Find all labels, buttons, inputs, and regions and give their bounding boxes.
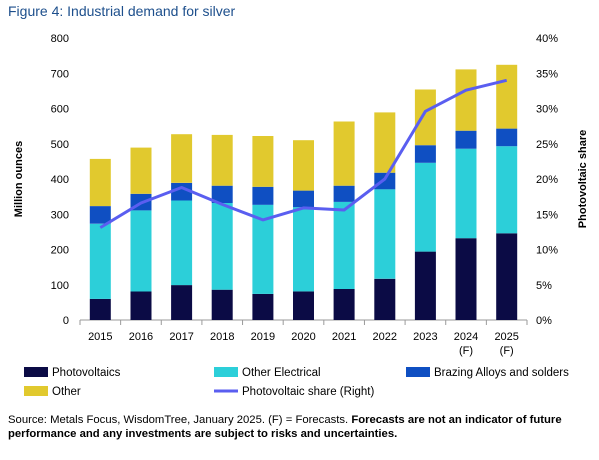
y2-tick-label: 25% <box>536 139 558 151</box>
bar-other-electrical <box>333 201 355 289</box>
legend-swatch <box>406 367 430 377</box>
y-tick-label: 200 <box>51 245 69 257</box>
x-tick-label: 2020 <box>291 331 315 343</box>
bar-other-electrical <box>130 210 152 292</box>
bar-photovoltaics <box>374 278 396 320</box>
bar-other <box>252 136 274 187</box>
bar-brazing-alloys-and-solders <box>89 206 111 224</box>
line-photovoltaic-share <box>99 78 508 229</box>
x-tick-label: 2019 <box>251 331 275 343</box>
y-tick-label: 600 <box>51 104 69 116</box>
y-axis-title: Million ounces <box>13 141 25 217</box>
x-tick-label: 2022 <box>373 331 397 343</box>
bar-brazing-alloys-and-solders <box>414 145 436 163</box>
bar-other <box>455 69 477 131</box>
chart: 0 100 200 300 400 500 600 700 800 0% 5% 10% 15% 20% 25… <box>13 33 589 398</box>
bar-photovoltaics <box>414 251 436 320</box>
bar-other-electrical <box>171 200 193 286</box>
bar-photovoltaics <box>496 233 518 320</box>
bar-brazing-alloys-and-solders <box>374 172 396 190</box>
bar-other-electrical <box>211 203 233 290</box>
legend-entry: Other <box>52 386 81 398</box>
bar-other-electrical <box>293 207 314 292</box>
legend-entry: Other Electrical <box>242 367 321 379</box>
x-tick-label: 2024 <box>454 331 478 343</box>
bar-photovoltaics <box>293 291 314 320</box>
bar-photovoltaics <box>171 285 193 320</box>
bar-other <box>211 134 233 186</box>
bar-brazing-alloys-and-solders <box>293 190 314 208</box>
y2-tick-label: 20% <box>536 174 558 186</box>
bar-other <box>374 112 396 173</box>
source-disclaimer: Forecasts are not an indicator of future… <box>8 414 562 440</box>
legend-entry: Brazing Alloys and solders <box>434 367 569 379</box>
bar-photovoltaics <box>89 298 111 320</box>
bar-photovoltaics <box>455 238 477 320</box>
y2-tick-label: 35% <box>536 68 558 80</box>
x-tick-label: 2021 <box>332 331 356 343</box>
bar-other <box>171 134 193 183</box>
bar-other <box>130 147 152 194</box>
bar-brazing-alloys-and-solders <box>252 186 274 205</box>
x-tick-label: 2015 <box>88 331 112 343</box>
y-tick-label: 300 <box>51 209 69 221</box>
legend-entry: Photovoltaics <box>52 367 121 379</box>
bar-other <box>333 121 355 186</box>
y-tick-label: 500 <box>51 139 69 151</box>
x-tick-sublabel: (F) <box>500 345 514 357</box>
y2-tick-label: 40% <box>536 33 558 45</box>
x-tick-label: 2018 <box>210 331 234 343</box>
legend-swatch <box>24 367 48 377</box>
y-tick-label: 400 <box>51 174 69 186</box>
bar-brazing-alloys-and-solders <box>496 128 518 147</box>
bar-photovoltaics <box>333 289 355 320</box>
bar-other-electrical <box>89 223 111 299</box>
y2-tick-label: 15% <box>536 209 558 221</box>
bar-other-electrical <box>374 189 396 279</box>
legend-swatch <box>24 386 48 396</box>
x-tick-label: 2017 <box>169 331 193 343</box>
bar-other <box>293 140 314 191</box>
bar-brazing-alloys-and-solders <box>455 130 477 149</box>
bar-other-electrical <box>414 162 436 252</box>
y2-tick-label: 0% <box>536 315 552 327</box>
y2-axis-title: Photovoltaic share <box>577 130 589 228</box>
bar-other <box>89 158 111 207</box>
bar-other-electrical <box>252 204 274 294</box>
bar-other-electrical <box>455 148 477 239</box>
bar-other <box>414 89 436 146</box>
bar-photovoltaics <box>130 291 152 320</box>
bar-other <box>496 64 518 129</box>
y2-tick-label: 30% <box>536 104 558 116</box>
bar-other-electrical <box>496 146 518 234</box>
bar-brazing-alloys-and-solders <box>211 185 233 203</box>
legend-swatch <box>214 367 238 377</box>
x-tick-label: 2016 <box>129 331 153 343</box>
bar-brazing-alloys-and-solders <box>333 185 355 202</box>
y-tick-label: 800 <box>51 33 69 45</box>
y-tick-label: 0 <box>63 315 69 327</box>
source-text: Source: Metals Focus, WisdomTree, Januar… <box>8 414 349 426</box>
x-tick-label: 2025 <box>494 331 518 343</box>
y2-tick-label: 5% <box>536 280 552 292</box>
figure-title: Figure 4: Industrial demand for silver <box>8 3 236 19</box>
source-note: Source: Metals Focus, WisdomTree, Januar… <box>8 413 593 441</box>
x-tick-label: 2023 <box>413 331 437 343</box>
x-tick-sublabel: (F) <box>459 345 473 357</box>
bar-photovoltaics <box>252 293 274 320</box>
legend-entry: Photovoltaic share (Right) <box>242 386 374 398</box>
y2-tick-label: 10% <box>536 245 558 257</box>
bar-brazing-alloys-and-solders <box>171 182 193 201</box>
bar-photovoltaics <box>211 289 233 320</box>
y-tick-label: 700 <box>51 68 69 80</box>
y-tick-label: 100 <box>51 280 69 292</box>
